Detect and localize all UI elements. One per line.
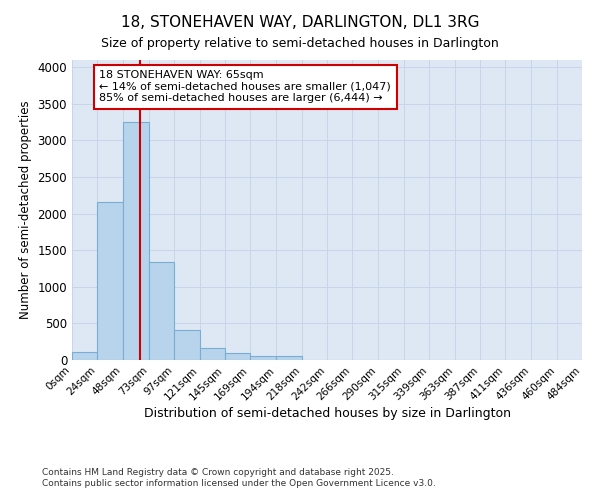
Bar [72,352,97,360]
X-axis label: Distribution of semi-detached houses by size in Darlington: Distribution of semi-detached houses by … [143,408,511,420]
Text: Contains HM Land Registry data © Crown copyright and database right 2025.
Contai: Contains HM Land Registry data © Crown c… [42,468,436,487]
Bar [199,348,225,360]
Text: 18 STONEHAVEN WAY: 65sqm
← 14% of semi-detached houses are smaller (1,047)
85% o: 18 STONEHAVEN WAY: 65sqm ← 14% of semi-d… [100,70,391,103]
Text: 18, STONEHAVEN WAY, DARLINGTON, DL1 3RG: 18, STONEHAVEN WAY, DARLINGTON, DL1 3RG [121,15,479,30]
Bar [225,352,250,360]
Text: Size of property relative to semi-detached houses in Darlington: Size of property relative to semi-detach… [101,38,499,51]
Bar [149,262,174,360]
Bar [97,202,122,360]
Bar [122,122,149,360]
Bar [174,330,199,360]
Bar [250,356,277,360]
Bar [277,356,302,360]
Y-axis label: Number of semi-detached properties: Number of semi-detached properties [19,100,32,320]
